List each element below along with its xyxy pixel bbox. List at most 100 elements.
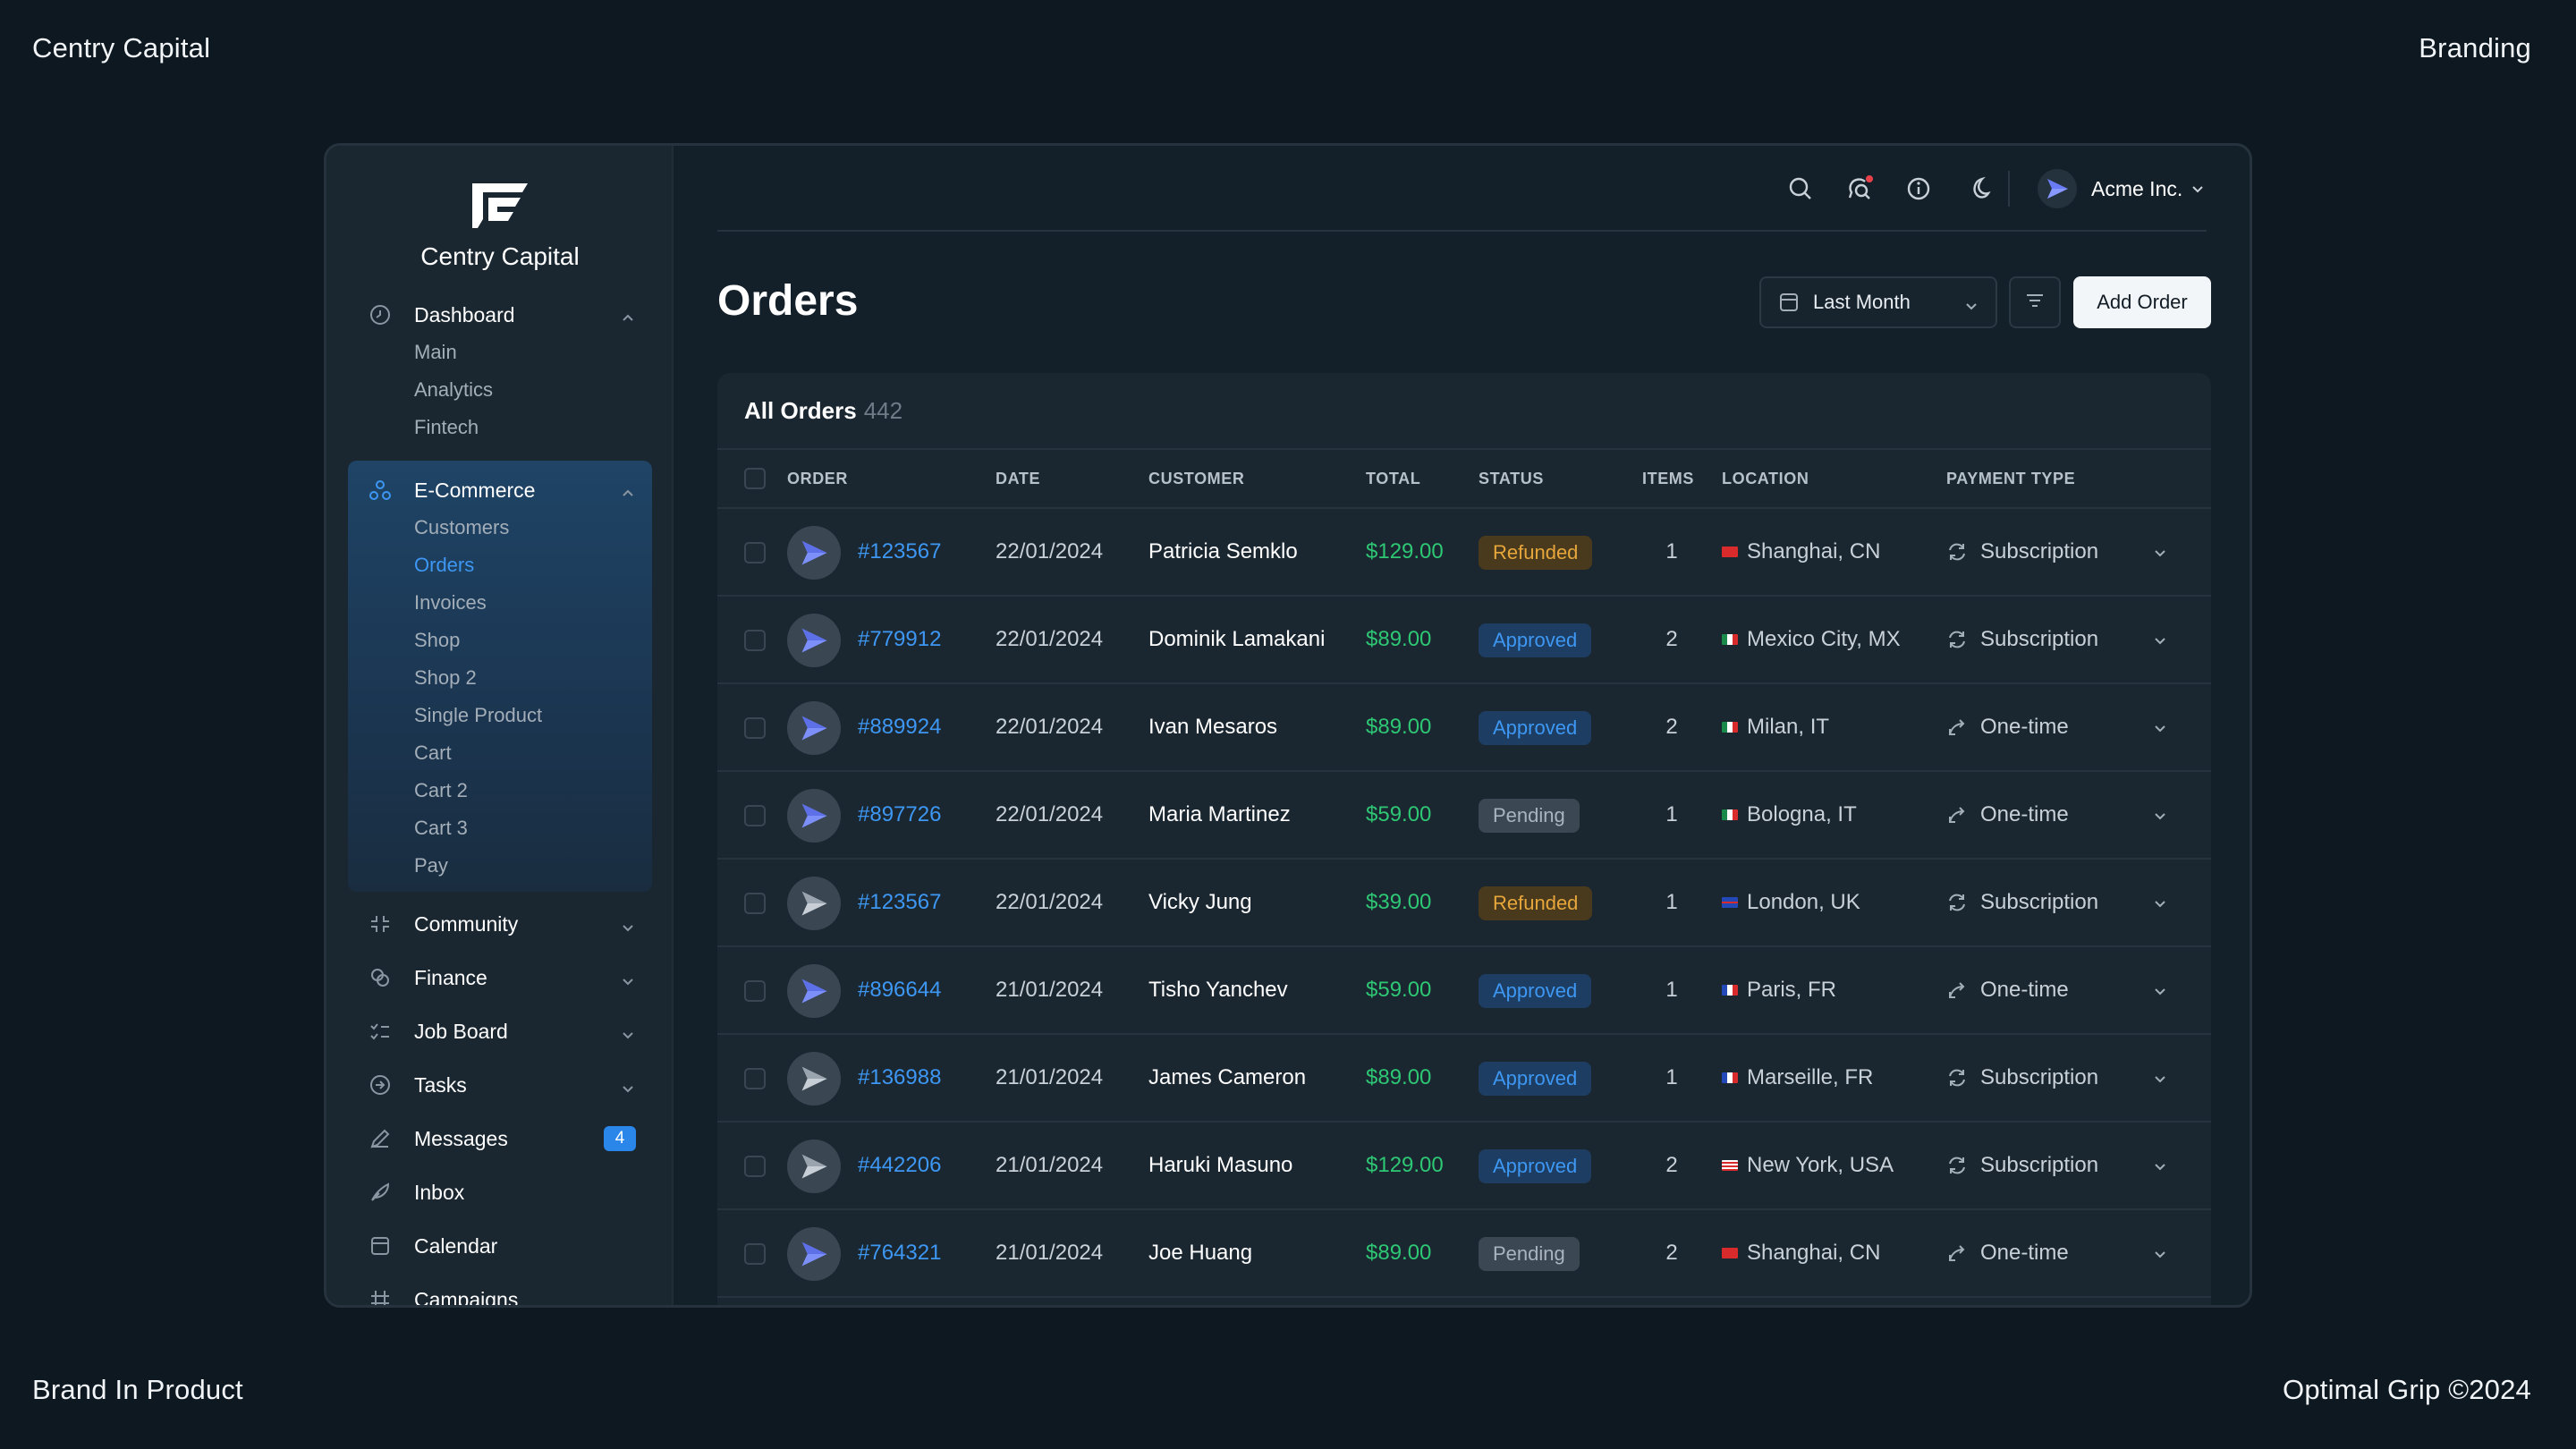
filter-button[interactable] [2009, 276, 2061, 328]
select-all-checkbox[interactable] [744, 468, 766, 489]
chevron-down-icon[interactable] [2152, 895, 2168, 911]
order-id-link[interactable]: #764321 [858, 1241, 942, 1265]
order-id-link[interactable]: #123567 [858, 890, 942, 914]
order-id-link[interactable]: #896644 [858, 978, 942, 1002]
sidebar-item-tasks[interactable]: Tasks [348, 1058, 652, 1112]
order-id-link[interactable]: #442206 [858, 1153, 942, 1177]
sidebar-item-messages[interactable]: Messages 4 [348, 1112, 652, 1165]
table-row[interactable]: #897726 22/01/2024 Maria Martinez $59.00 Pen… [717, 772, 2211, 860]
sidebar-subitem-shop[interactable]: Shop [414, 629, 461, 651]
row-checkbox[interactable] [744, 980, 766, 1002]
chevron-up-icon[interactable] [620, 307, 636, 323]
chevron-down-icon[interactable] [2152, 983, 2168, 999]
chevron-down-icon[interactable] [2152, 720, 2168, 736]
row-checkbox[interactable] [744, 1156, 766, 1177]
sidebar-subitem-fintech[interactable]: Fintech [414, 416, 479, 438]
table-row[interactable]: #123567 22/01/2024 Vicky Jung $39.00 Refunde… [717, 860, 2211, 947]
column-header-total[interactable]: TOTAL [1366, 470, 1421, 487]
row-checkbox[interactable] [744, 542, 766, 564]
account-switcher[interactable]: Acme Inc. [2038, 167, 2206, 210]
sidebar-item-finance[interactable]: Finance [348, 951, 652, 1004]
order-id-link[interactable]: #123567 [858, 539, 942, 564]
period-select[interactable]: Last Month [1759, 276, 1997, 328]
chat-search-icon[interactable] [1843, 173, 1876, 205]
chevron-up-icon[interactable] [620, 482, 636, 498]
sidebar-subitem-orders[interactable]: Orders [414, 554, 475, 576]
order-id-link[interactable]: #779912 [858, 627, 942, 651]
sidebar-item-label: E-Commerce [414, 478, 536, 502]
row-checkbox[interactable] [744, 805, 766, 826]
column-header-location[interactable]: LOCATION [1722, 470, 1809, 487]
chevron-down-icon[interactable] [2152, 1071, 2168, 1087]
item-count: 2 [1665, 715, 1678, 739]
column-header-order[interactable]: ORDER [787, 470, 849, 487]
customer-name: Tisho Yanchev [1148, 978, 1288, 1002]
order-id-link[interactable]: #897726 [858, 802, 942, 826]
column-header-payment-type[interactable]: PAYMENT TYPE [1946, 470, 2076, 487]
row-checkbox[interactable] [744, 893, 766, 914]
table-row[interactable]: #442206 21/01/2024 Haruki Masuno $129.00 App… [717, 1123, 2211, 1210]
chevron-down-icon[interactable] [2152, 545, 2168, 561]
info-icon[interactable] [1902, 173, 1935, 205]
sidebar-subitem-cart-3[interactable]: Cart 3 [414, 817, 468, 839]
item-count: 2 [1665, 1241, 1678, 1265]
table-row[interactable]: #136988 21/01/2024 James Cameron $89.00 Appr… [717, 1035, 2211, 1123]
chevron-down-icon[interactable] [2152, 808, 2168, 824]
column-header-customer[interactable]: CUSTOMER [1148, 470, 1245, 487]
brand[interactable]: Centry Capital [326, 182, 672, 271]
sidebar-subitem-cart[interactable]: Cart [414, 741, 452, 764]
sidebar-subitem-pay[interactable]: Pay [414, 854, 448, 877]
table-row[interactable]: #123567 22/01/2024 Patricia Semklo $129.00 R… [717, 509, 2211, 597]
refresh-icon [1946, 1067, 1968, 1089]
sidebar-item-ecommerce[interactable]: E-Commerce [348, 471, 652, 509]
sidebar-item-label: Tasks [414, 1072, 467, 1097]
location-text: Milan, IT [1747, 715, 1830, 739]
sidebar-item-label: Community [414, 911, 519, 936]
item-count: 1 [1665, 1065, 1678, 1089]
search-icon[interactable] [1784, 173, 1817, 205]
column-header-items[interactable]: ITEMS [1642, 470, 1695, 487]
row-checkbox[interactable] [744, 1243, 766, 1265]
sidebar-item-community[interactable]: Community [348, 897, 652, 951]
sidebar-item-inbox[interactable]: Inbox [348, 1165, 652, 1219]
customer-name: Dominik Lamakani [1148, 627, 1326, 651]
arrow-return-icon [1946, 1242, 1968, 1264]
sidebar-item-campaigns[interactable]: Campaigns [348, 1273, 652, 1305]
sidebar-subitem-single-product[interactable]: Single Product [414, 704, 543, 726]
sidebar-item-calendar[interactable]: Calendar [348, 1219, 652, 1273]
row-checkbox[interactable] [744, 1068, 766, 1089]
row-checkbox[interactable] [744, 630, 766, 651]
order-id-link[interactable]: #136988 [858, 1065, 942, 1089]
paper-plane-icon [787, 789, 841, 843]
sidebar-subitem-cart-2[interactable]: Cart 2 [414, 779, 468, 801]
column-header-status[interactable]: STATUS [1479, 470, 1544, 487]
column-header-date[interactable]: DATE [996, 470, 1041, 487]
row-checkbox[interactable] [744, 717, 766, 739]
table-row[interactable]: #779912 22/01/2024 Dominik Lamakani $89.00 A… [717, 597, 2211, 684]
order-id-link[interactable]: #889924 [858, 715, 942, 739]
table-row[interactable]: #889924 22/01/2024 Ivan Mesaros $89.00 Appro… [717, 684, 2211, 772]
chevron-down-icon[interactable] [2152, 632, 2168, 648]
table-row[interactable]: #764321 21/01/2024 Joe Huang $89.00 Pending 2… [717, 1210, 2211, 1298]
payment-text: One-time [1980, 1241, 2069, 1265]
sidebar-subitem-analytics[interactable]: Analytics [414, 378, 494, 401]
brand-name: Centry Capital [420, 242, 580, 270]
sidebar-item-job-board[interactable]: Job Board [348, 1004, 652, 1058]
sidebar-subitem-invoices[interactable]: Invoices [414, 591, 487, 614]
flag-icon [1722, 897, 1738, 908]
sidebar-subitem-main[interactable]: Main [414, 341, 457, 363]
chevron-down-icon[interactable] [2152, 1246, 2168, 1262]
arrow-return-icon [1946, 804, 1968, 826]
sidebar-subitem-shop-2[interactable]: Shop 2 [414, 666, 477, 689]
customer-name: Haruki Masuno [1148, 1153, 1293, 1177]
table-row[interactable]: #896644 21/01/2024 Tisho Yanchev $59.00 Appr… [717, 947, 2211, 1035]
moon-icon[interactable] [1962, 173, 1994, 205]
order-date: 21/01/2024 [996, 978, 1104, 1002]
chevron-down-icon[interactable] [2152, 1158, 2168, 1174]
add-order-button[interactable]: Add Order [2073, 276, 2211, 328]
sidebar-item-dashboard[interactable]: Dashboard [348, 296, 652, 334]
refresh-icon [1946, 541, 1968, 563]
paper-plane-icon [2038, 169, 2077, 208]
corner-branding-label: Branding [2419, 32, 2531, 64]
sidebar-subitem-customers[interactable]: Customers [414, 516, 510, 538]
